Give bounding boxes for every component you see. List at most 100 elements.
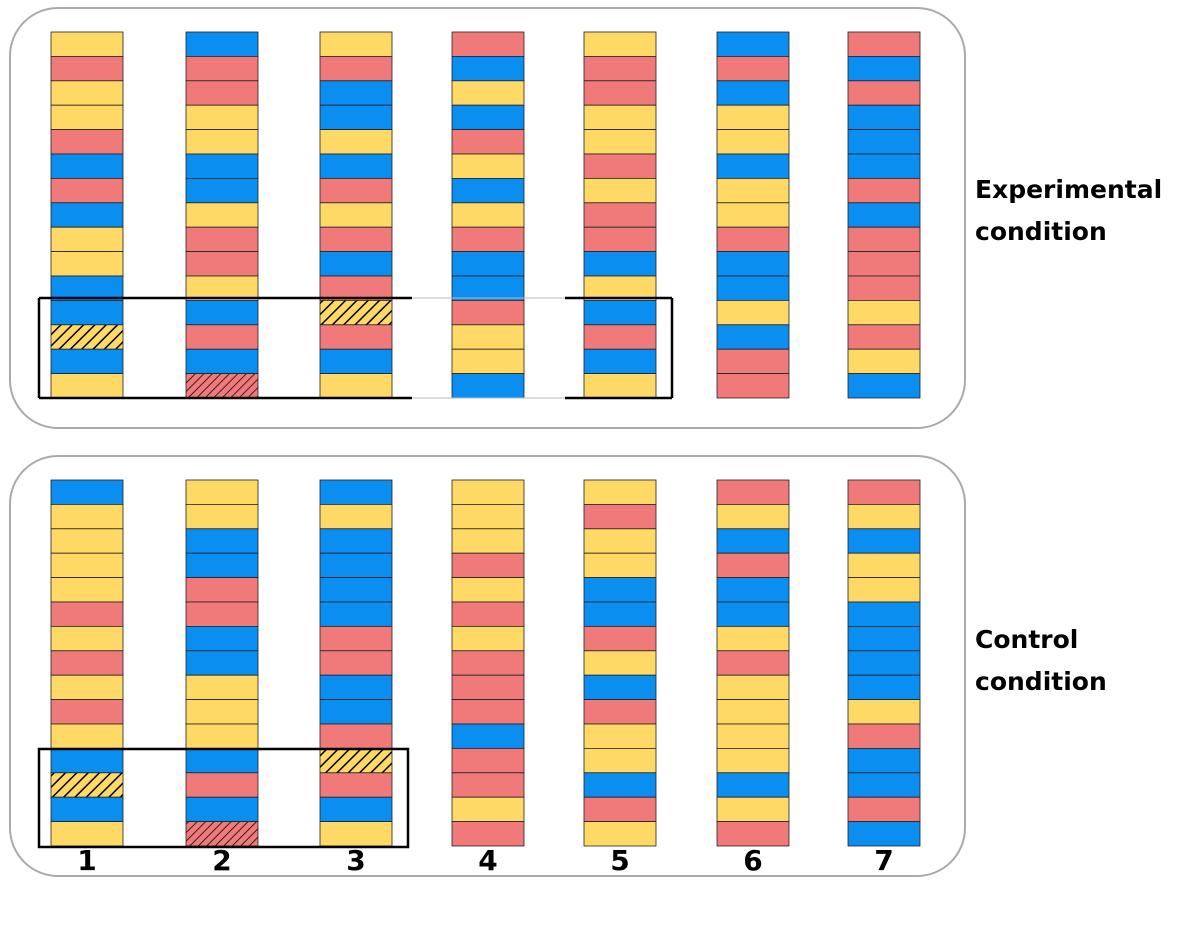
block — [847, 251, 921, 277]
block — [319, 129, 393, 155]
block — [716, 299, 790, 326]
block — [583, 348, 657, 375]
block — [451, 723, 525, 749]
block — [451, 601, 525, 627]
block — [716, 601, 790, 627]
condition-label: condition — [975, 667, 1107, 696]
block — [319, 226, 393, 252]
block — [847, 699, 921, 725]
block — [583, 821, 657, 847]
block — [50, 153, 124, 179]
block — [847, 373, 921, 399]
block — [583, 479, 657, 505]
block — [847, 202, 921, 228]
block — [583, 528, 657, 554]
block — [583, 251, 657, 277]
block — [50, 601, 124, 627]
block — [716, 674, 790, 701]
block — [50, 503, 124, 530]
block — [847, 104, 921, 130]
block — [451, 626, 525, 652]
condition-label: Control — [975, 625, 1078, 654]
column-number: 4 — [478, 844, 497, 877]
block — [716, 324, 790, 350]
column-number: 6 — [743, 844, 762, 877]
block — [583, 748, 657, 774]
block — [319, 772, 393, 798]
block — [451, 80, 525, 106]
block — [583, 373, 657, 399]
block — [319, 373, 393, 399]
block — [451, 650, 525, 676]
block — [50, 699, 124, 725]
block — [716, 552, 790, 579]
block — [847, 129, 921, 155]
block — [716, 528, 790, 554]
block — [716, 202, 790, 228]
block — [716, 650, 790, 676]
block — [50, 299, 124, 326]
block — [185, 796, 259, 823]
block — [716, 772, 790, 798]
block — [185, 373, 259, 399]
block — [716, 626, 790, 652]
block — [451, 226, 525, 252]
block — [319, 699, 393, 725]
block — [50, 723, 124, 749]
block — [185, 177, 259, 204]
block — [716, 699, 790, 725]
block — [451, 552, 525, 579]
block — [716, 104, 790, 130]
block — [319, 56, 393, 82]
block — [583, 723, 657, 749]
block — [50, 674, 124, 701]
block — [185, 80, 259, 106]
block — [451, 177, 525, 204]
block — [451, 275, 525, 301]
block — [716, 275, 790, 301]
block — [847, 723, 921, 749]
block — [451, 373, 525, 399]
block — [583, 275, 657, 301]
block — [583, 577, 657, 603]
block — [583, 650, 657, 676]
column-number: 3 — [346, 844, 365, 877]
block — [185, 31, 259, 57]
block — [716, 177, 790, 204]
block — [716, 796, 790, 823]
block — [185, 202, 259, 228]
block — [50, 275, 124, 301]
block — [583, 153, 657, 179]
block — [50, 251, 124, 277]
block — [451, 348, 525, 375]
block — [50, 821, 124, 847]
panel-frame — [9, 7, 966, 429]
block — [583, 226, 657, 252]
block — [50, 226, 124, 252]
block — [185, 723, 259, 749]
block — [185, 503, 259, 530]
block — [451, 748, 525, 774]
block — [847, 577, 921, 603]
block — [185, 56, 259, 82]
block — [50, 650, 124, 676]
column-number: 2 — [212, 844, 231, 877]
block — [185, 528, 259, 554]
column-number: 1 — [77, 844, 96, 877]
block — [50, 129, 124, 155]
block — [716, 31, 790, 57]
block — [716, 80, 790, 106]
block — [185, 626, 259, 652]
block — [847, 552, 921, 579]
block — [50, 56, 124, 82]
block — [451, 479, 525, 505]
block — [50, 324, 124, 350]
block — [451, 153, 525, 179]
block — [451, 129, 525, 155]
block — [185, 552, 259, 579]
block — [847, 177, 921, 204]
block — [847, 226, 921, 252]
block — [451, 251, 525, 277]
block — [319, 748, 393, 774]
